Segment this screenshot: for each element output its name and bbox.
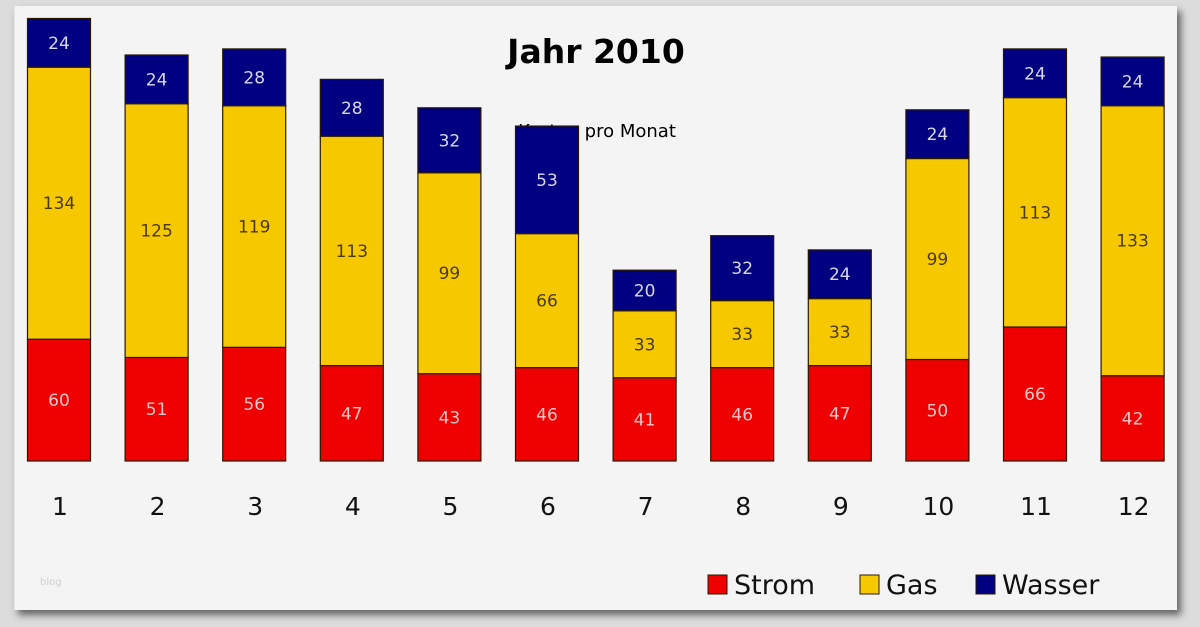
x-tick-label-3: 3 [247,492,263,521]
x-tick-label-7: 7 [638,492,654,521]
data-label-gas-2: 125 [140,222,172,242]
data-label-gas-1: 134 [43,194,75,214]
bar-strom-6 [514,367,580,462]
bar-gas-7 [612,310,677,379]
data-label-wasser-3: 28 [243,68,265,88]
bar-strom-5 [417,373,482,462]
data-label-wasser-7: 20 [634,281,656,301]
data-label-wasser-9: 24 [829,265,851,285]
bar-strom-3 [222,346,287,462]
bar-wasser-4 [319,78,384,137]
data-label-strom-8: 46 [731,405,753,425]
data-label-gas-4: 113 [336,242,368,262]
legend: Strom Gas Wasser [707,570,1100,601]
bar-wasser-2 [124,54,189,105]
x-tick-label-10: 10 [922,492,954,521]
data-label-strom-3: 56 [243,395,265,415]
data-label-gas-11: 113 [1019,203,1051,223]
watermark: blog [40,577,62,588]
x-tick-label-2: 2 [150,492,166,521]
data-label-strom-2: 51 [146,400,168,420]
data-label-wasser-10: 24 [927,125,949,145]
chart-frame [14,6,1177,610]
data-label-strom-7: 41 [634,410,656,430]
bar-gas-4 [319,135,384,367]
bar-strom-7 [612,377,677,462]
x-tick-label-1: 1 [52,492,68,521]
x-tick-label-6: 6 [540,492,556,521]
bar-wasser-5 [417,107,482,174]
data-label-wasser-5: 32 [439,131,461,151]
data-label-wasser-1: 24 [48,34,70,54]
bar-strom-9 [807,364,872,462]
data-label-wasser-6: 53 [536,171,558,191]
data-label-gas-6: 66 [536,292,558,312]
bar-strom-8 [710,367,775,462]
chart-title: Jahr 2010 [505,32,685,71]
data-label-gas-5: 99 [439,264,461,284]
bars-group: 60 134 24 51 125 24 56 119 28 47 113 28 43 99 32 46 66 53… [26,17,1165,462]
x-tick-label-5: 5 [442,492,458,521]
x-tick-label-12: 12 [1118,492,1150,521]
data-label-wasser-12: 24 [1122,72,1144,92]
bar-gas-6 [514,233,580,369]
data-label-wasser-8: 32 [731,259,753,279]
legend-label-gas: Gas [886,570,938,601]
bar-strom-4 [319,364,384,462]
data-label-gas-8: 33 [731,325,753,345]
bar-wasser-1 [26,17,92,68]
bar-wasser-6 [514,125,580,235]
x-tick-label-8: 8 [735,492,751,521]
data-label-gas-9: 33 [829,323,851,343]
bar-strom-11 [1002,326,1068,462]
bar-strom-12 [1100,375,1165,462]
bar-wasser-8 [710,235,775,302]
legend-swatch-gas [859,574,880,595]
bar-wasser-3 [222,48,287,107]
data-label-gas-10: 99 [927,250,949,270]
data-label-strom-6: 46 [536,405,558,425]
data-label-wasser-11: 24 [1024,64,1046,84]
data-label-gas-3: 119 [238,218,270,238]
data-label-strom-4: 47 [341,404,363,424]
legend-label-wasser: Wasser [1002,570,1100,601]
bar-gas-12 [1100,105,1165,377]
bar-strom-10 [905,358,970,462]
x-tick-label-4: 4 [345,492,361,521]
x-tick-label-11: 11 [1020,492,1052,521]
data-label-strom-10: 50 [927,401,949,421]
bar-gas-11 [1002,97,1068,328]
data-label-strom-12: 42 [1122,409,1144,429]
data-label-strom-9: 47 [829,404,851,424]
data-label-strom-5: 43 [439,408,461,428]
bar-wasser-7 [612,269,677,312]
data-label-wasser-2: 24 [146,70,168,90]
data-label-gas-12: 133 [1116,232,1148,252]
legend-swatch-wasser [975,574,996,595]
bar-gas-5 [417,172,482,375]
bar-wasser-10 [905,109,970,160]
x-axis-ticks: 1 2 3 4 5 6 7 8 9 10 11 12 [52,492,1149,521]
legend-swatch-strom [707,574,728,595]
x-tick-label-9: 9 [833,492,849,521]
bar-wasser-12 [1100,56,1165,107]
legend-label-strom: Strom [734,570,815,601]
bar-gas-3 [222,105,287,348]
data-label-gas-7: 33 [634,335,656,355]
data-label-strom-1: 60 [48,391,70,411]
bar-gas-10 [905,157,970,361]
bar-strom-1 [26,338,92,462]
data-label-wasser-4: 28 [341,99,363,119]
bar-gas-1 [26,66,92,340]
bar-wasser-9 [807,249,872,300]
data-label-strom-11: 66 [1024,385,1046,405]
bar-gas-8 [710,300,775,369]
bar-gas-9 [807,298,872,367]
bar-wasser-11 [1002,48,1068,99]
